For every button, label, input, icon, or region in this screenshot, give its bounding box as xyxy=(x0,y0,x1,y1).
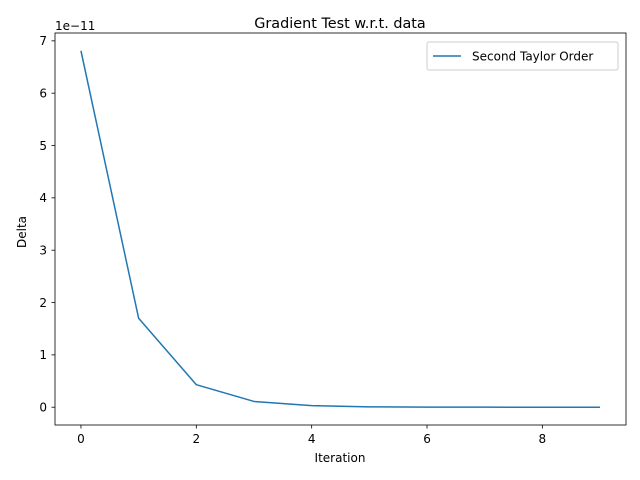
y-ticks: 0 1 2 3 4 5 6 7 xyxy=(39,34,55,415)
y-tick-label: 1 xyxy=(39,348,47,362)
y-tick-label: 4 xyxy=(39,191,47,205)
chart-title: Gradient Test w.r.t. data xyxy=(254,16,426,32)
series-line xyxy=(80,50,601,408)
legend-box xyxy=(426,41,619,71)
y-tick-label: 6 xyxy=(39,86,47,100)
plot-area xyxy=(55,33,626,425)
y-offset-label: 1e−11 xyxy=(55,19,95,33)
y-tick-label: 5 xyxy=(39,139,47,153)
x-tick-label: 8 xyxy=(539,432,547,446)
x-tick-label: 2 xyxy=(192,432,200,446)
x-ticks: 0 2 4 6 8 xyxy=(77,425,546,446)
x-tick-label: 0 xyxy=(77,432,85,446)
y-tick-label: 7 xyxy=(39,34,47,48)
x-tick-label: 6 xyxy=(423,432,431,446)
x-tick-label: 4 xyxy=(308,432,316,446)
y-tick-label: 3 xyxy=(39,243,47,257)
series-layer xyxy=(80,50,601,408)
x-axis-label: Iteration xyxy=(315,451,366,465)
y-axis-label: Delta xyxy=(15,216,29,248)
y-tick-label: 2 xyxy=(39,296,47,310)
y-tick-label: 0 xyxy=(39,401,47,415)
legend: Second Taylor Order xyxy=(426,41,619,71)
plot-frame xyxy=(54,32,627,426)
legend-label: Second Taylor Order xyxy=(472,50,593,64)
